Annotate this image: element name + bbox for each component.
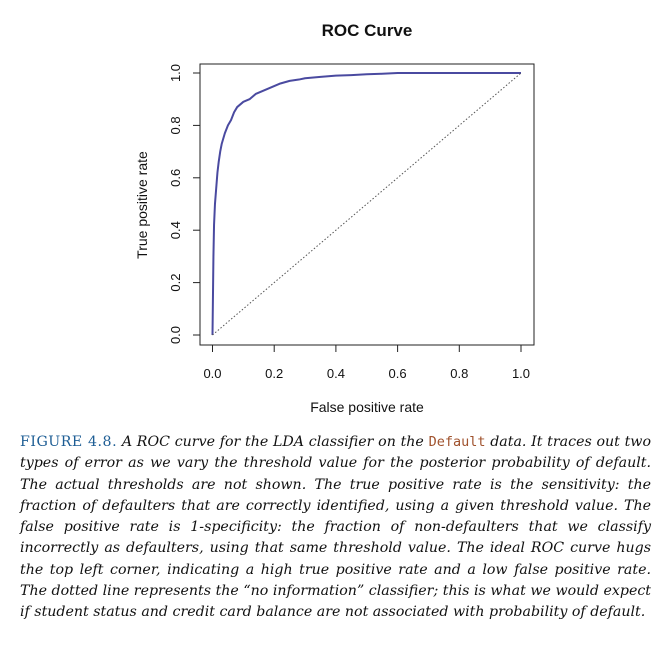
x-tick-label: 0.0 [203, 366, 221, 381]
x-axis-label: False positive rate [310, 399, 424, 415]
y-tick-label: 1.0 [168, 64, 183, 82]
y-axis: 0.0 0.2 0.4 0.6 0.8 1.0 [168, 64, 201, 344]
y-axis-label: True positive rate [134, 151, 150, 259]
y-tick-label: 0.8 [168, 116, 183, 134]
x-tick-label: 0.2 [265, 366, 283, 381]
x-axis: 0.0 0.2 0.4 0.6 0.8 1.0 [203, 344, 530, 381]
series-layer [211, 72, 522, 336]
roc-curve-line [211, 72, 521, 336]
figure-label: FIGURE 4.8. [20, 434, 118, 450]
figure-caption: FIGURE 4.8. A ROC curve for the LDA clas… [20, 432, 651, 624]
chart-title: ROC Curve [322, 21, 413, 40]
x-tick-label: 1.0 [512, 366, 530, 381]
caption-code-default: Default [428, 434, 486, 450]
roc-chart: ROC Curve 0.0 0.2 0.4 0.6 0.8 1.0 0.00.20.40.… [134, 21, 535, 415]
y-tick-label: 0.4 [168, 221, 183, 239]
y-tick-label: 0.2 [168, 274, 183, 292]
caption-text-before-code: A ROC curve for the LDA classifier on th… [121, 434, 424, 450]
x-tick-label: 0.8 [450, 366, 468, 381]
x-tick-label: 0.6 [389, 366, 407, 381]
caption-text-after-code: data. It traces out two types of error a… [20, 434, 651, 621]
y-tick-label: 0.6 [168, 169, 183, 187]
y-tick-label: 0.0 [168, 326, 183, 344]
x-tick-label: 0.4 [327, 366, 345, 381]
no-information-diagonal-line [212, 72, 522, 336]
